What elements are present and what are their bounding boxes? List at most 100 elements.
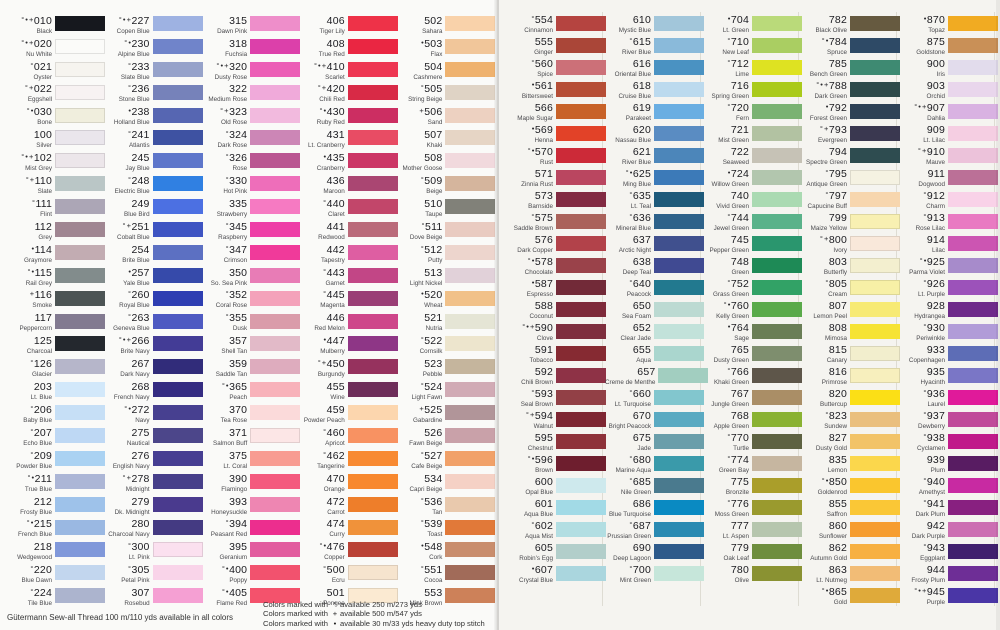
color-swatch xyxy=(948,543,998,559)
color-swatch xyxy=(556,499,606,515)
color-entry-352: °352 Coral Rose xyxy=(201,287,301,310)
color-entry-label: +525 Gabardine xyxy=(396,401,445,424)
color-entry-933: 933 Copenhagen xyxy=(899,342,998,364)
color-entry-600: 600 Opal Blue xyxy=(507,474,606,496)
color-swatch xyxy=(948,37,998,53)
color-name: Mother Goose xyxy=(402,165,443,173)
color-entry-label: °943 Eggplant xyxy=(899,539,948,562)
availability-marks: ° xyxy=(727,36,730,46)
color-number: 236 xyxy=(131,83,150,96)
availability-marks: ° xyxy=(727,366,730,376)
color-entry-label: °602 Aqua Mist xyxy=(507,517,556,540)
color-number: 554 xyxy=(534,14,553,27)
color-entry-652: 652 Clear Jade xyxy=(605,320,704,342)
color-swatch xyxy=(556,367,606,383)
availability-marks: ° + xyxy=(819,124,828,134)
color-number: 942 xyxy=(926,520,945,533)
color-swatch xyxy=(556,169,606,185)
color-name: Barnside xyxy=(528,203,553,211)
color-number: 865 xyxy=(828,586,847,599)
color-number: 459 xyxy=(326,403,345,416)
color-entry-022: ° +022 Eggshell xyxy=(6,81,105,104)
color-name: Mauve xyxy=(926,159,945,167)
color-name: Saddle Tan xyxy=(215,371,248,379)
color-swatch xyxy=(347,130,398,146)
color-entry-label: °509 Beige xyxy=(396,172,445,195)
color-name: Mink Brown xyxy=(409,600,443,608)
color-entry-label: •704 Lt. Green xyxy=(703,11,752,34)
availability-marks: ° • + xyxy=(21,152,33,162)
color-swatch xyxy=(556,125,606,141)
color-swatch xyxy=(347,450,398,466)
color-entry-507: 507 Khaki xyxy=(396,126,496,149)
color-entry-509: °509 Beige xyxy=(396,172,496,195)
color-entry-label: ° • +010 Black xyxy=(6,12,55,35)
color-entry-365: ° •365 Peach xyxy=(201,378,301,401)
availability-marks: + xyxy=(419,106,424,116)
color-entry-930: °930 Periwinkle xyxy=(899,320,998,342)
availability-marks: ° xyxy=(225,518,229,528)
color-name: Cruise Blue xyxy=(618,93,651,101)
color-entry-label: 573 Barnside xyxy=(507,187,556,210)
color-number: 770 xyxy=(730,432,749,445)
color-entry-777: 777 Lt. Aspen xyxy=(703,518,802,540)
color-entry-label: °926 Lt. Purple xyxy=(899,275,948,298)
color-swatch xyxy=(250,199,301,215)
color-entry-588: 588 Coconut xyxy=(507,298,606,320)
color-swatch xyxy=(752,543,802,559)
color-swatch xyxy=(55,61,105,77)
color-swatch xyxy=(152,313,203,329)
color-entry-label: 431 Lt. Cranberry xyxy=(299,126,348,149)
color-entry-607: •607 Crystal Blue xyxy=(507,562,606,584)
color-swatch xyxy=(55,405,105,421)
color-number: 513 xyxy=(424,266,443,279)
color-swatch xyxy=(752,59,802,75)
color-number: 233 xyxy=(131,60,150,73)
availability-marks: ° xyxy=(127,60,131,70)
color-number: 116 xyxy=(34,289,52,302)
color-number: 405 xyxy=(229,587,248,600)
availability-marks: ° • xyxy=(319,541,326,551)
color-entry-label: 686 Blue Turquoise xyxy=(605,495,654,518)
availability-marks: ° xyxy=(923,476,926,486)
color-name: Jungle Green xyxy=(711,401,749,409)
color-swatch xyxy=(654,125,704,141)
color-entry-label: °720 Fern xyxy=(703,99,752,122)
color-name: Tobacco xyxy=(529,357,553,365)
color-swatch xyxy=(445,565,496,581)
color-entry-218: 218 Wedgewood xyxy=(6,538,105,561)
color-name: Lilac xyxy=(932,247,945,255)
legend-symbol: + xyxy=(332,609,338,619)
color-entry-774: °774 Green Bay xyxy=(703,452,802,474)
color-swatch xyxy=(55,565,105,581)
color-entry-636: °636 Mineral Blue xyxy=(605,210,704,232)
color-entry-635: °635 Lt. Teal xyxy=(605,188,704,210)
color-name: Rose xyxy=(232,165,248,173)
color-entry-label: °770 Turtle xyxy=(703,429,752,452)
color-swatch xyxy=(948,565,998,581)
color-name: Flame Red xyxy=(216,600,248,608)
color-name: Mystic Blue xyxy=(618,27,651,35)
availability-marks: ° • xyxy=(124,403,131,413)
color-name: Prussian Green xyxy=(607,533,651,541)
color-name: Rail Grey xyxy=(25,279,52,287)
color-entry-label: ° •570 Rust xyxy=(507,143,556,166)
color-entry-776: °776 Moss Green xyxy=(703,496,802,518)
color-entry-224: °224 Tile Blue xyxy=(6,584,105,607)
color-number: 835 xyxy=(828,454,847,467)
color-swatch xyxy=(347,176,398,192)
color-entry-label: °710 New Leaf xyxy=(703,33,752,56)
color-name: String Beige xyxy=(408,96,443,104)
color-swatch xyxy=(850,587,900,603)
color-entry-label: 267 Dark Navy xyxy=(104,355,153,378)
color-entry-label: 268 French Navy xyxy=(104,378,153,401)
color-swatch xyxy=(347,542,398,558)
legend-symbol: ° xyxy=(333,599,337,609)
color-number: 241 xyxy=(131,129,150,142)
color-entry-label: °551 Cocoa xyxy=(396,561,445,584)
color-entry-label: 307 Rosebud xyxy=(104,584,153,607)
color-swatch xyxy=(152,496,203,512)
color-entry-label: 780 Olive xyxy=(703,561,752,584)
color-name: Brown xyxy=(535,467,553,475)
color-entry-440: °440 Claret xyxy=(299,195,398,218)
